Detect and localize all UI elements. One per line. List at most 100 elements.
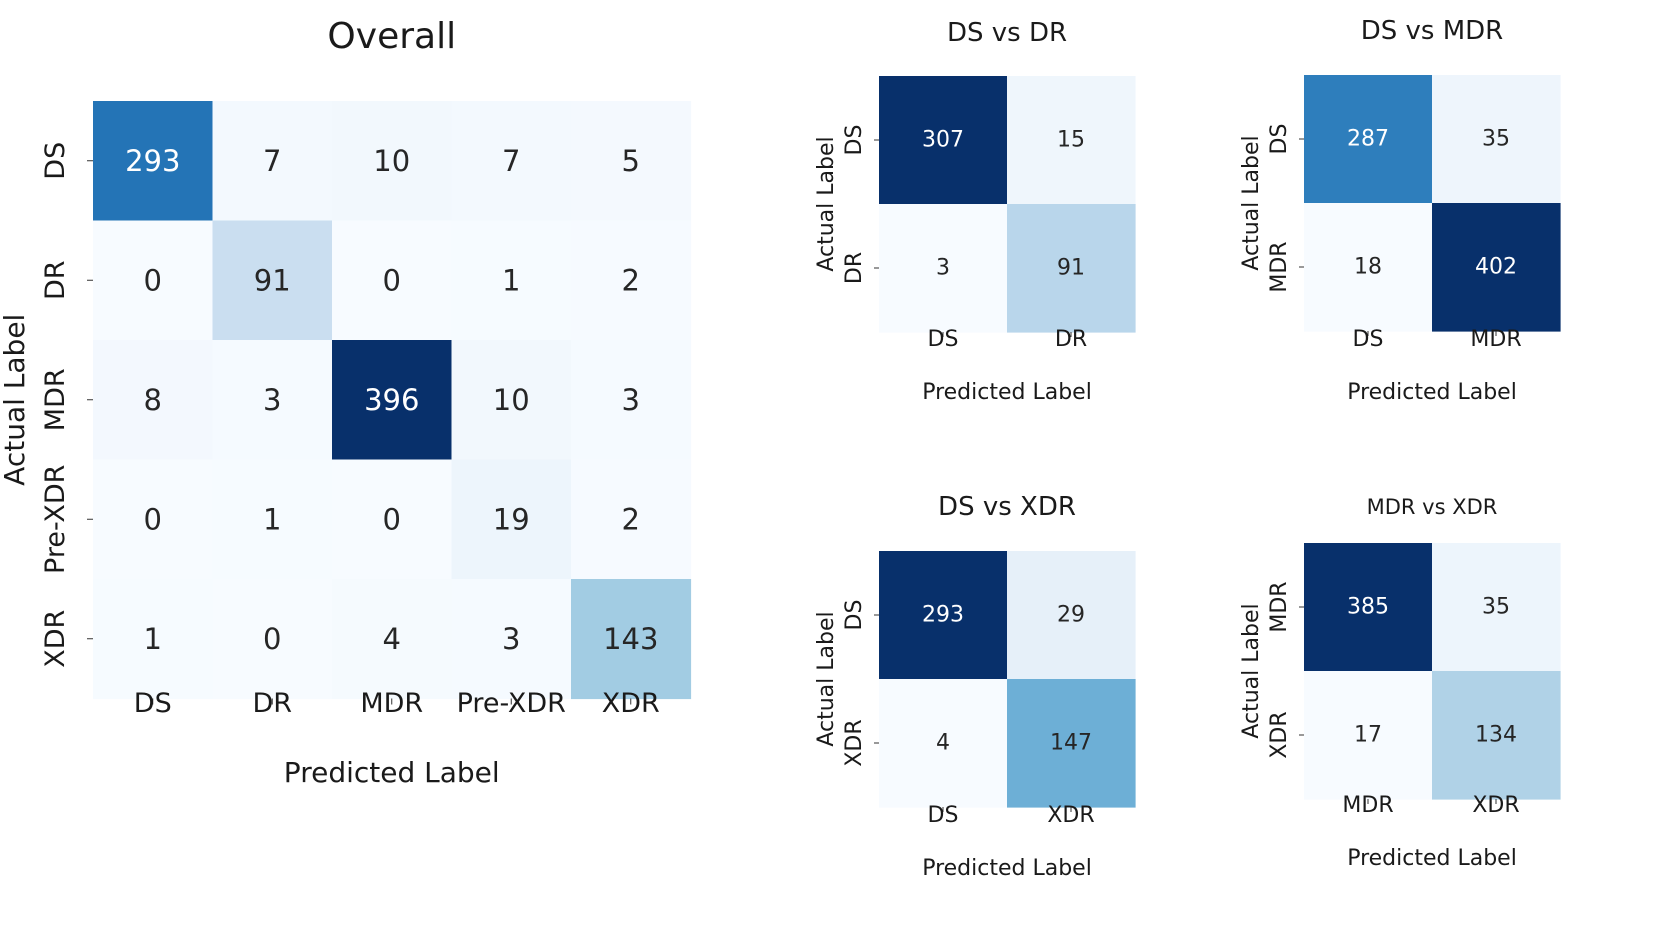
cell-value: 5 <box>622 144 640 178</box>
heatmap-cell <box>332 340 453 461</box>
heatmap-cell <box>571 101 692 222</box>
heatmap-ds-vs-xdr: DS vs XDR 293 29 4 147 DS XDR DS XDR Predicted La… <box>814 492 1136 881</box>
heatmap-cell <box>451 459 572 580</box>
x-tick-mdr: MDR <box>360 688 423 719</box>
y-tick-ds: DS <box>1267 124 1292 155</box>
y-tick-mdr: MDR <box>1267 581 1292 632</box>
heatmap-cell <box>212 340 333 461</box>
y-axis-label: Actual Label <box>1239 135 1264 270</box>
cell-value: 396 <box>364 383 419 417</box>
x-tick-ds: DS <box>928 327 959 352</box>
x-tick-dr: DR <box>252 688 292 719</box>
heatmap-cell <box>332 459 453 580</box>
cell-value: 10 <box>493 383 530 417</box>
cell-value: 29 <box>1057 603 1085 628</box>
cell-value: 91 <box>254 263 291 297</box>
heatmap-cell <box>571 579 692 700</box>
x-axis-label: Predicted Label <box>1347 380 1517 405</box>
cell-value: 2 <box>622 502 640 536</box>
cell-value: 8 <box>144 383 162 417</box>
heatmap-cell <box>212 101 333 222</box>
x-axis-label: Predicted Label <box>922 856 1092 881</box>
cell-value: 35 <box>1482 595 1510 620</box>
heatmap-cell <box>93 459 214 580</box>
y-tick-mdr: MDR <box>1267 241 1292 292</box>
cell-value: 91 <box>1057 256 1085 281</box>
cell-value: 4 <box>383 622 401 656</box>
cell-value: 7 <box>502 144 520 178</box>
cell-value: 143 <box>603 622 658 656</box>
heatmap-mdr-vs-xdr: MDR vs XDR 385 35 17 134 MDR XDR MDR XDR Predicte… <box>1239 495 1561 871</box>
heatmap-cell <box>1304 543 1433 672</box>
heatmap-cell <box>1432 75 1561 204</box>
x-tick-mdr: MDR <box>1470 327 1521 352</box>
chart-title: DS vs DR <box>947 18 1067 48</box>
cell-value: 0 <box>144 263 162 297</box>
heatmap-cell <box>1432 671 1561 800</box>
heatmap-cell <box>332 101 453 222</box>
heatmap-cell <box>571 459 692 580</box>
y-axis-label: Actual Label <box>814 611 839 746</box>
y-tick-xdr: XDR <box>842 719 867 766</box>
cell-value: 19 <box>493 502 530 536</box>
cell-value: 293 <box>922 603 964 628</box>
x-tick-xdr: XDR <box>1472 793 1519 818</box>
heatmap-cell <box>212 459 333 580</box>
x-axis-label: Predicted Label <box>1347 846 1517 871</box>
heatmap-cell <box>93 579 214 700</box>
y-tick-ds: DS <box>40 142 71 180</box>
heatmap-cell <box>93 220 214 341</box>
heatmap-cell <box>1007 679 1136 808</box>
cell-value: 18 <box>1354 255 1382 280</box>
x-tick-xdr: XDR <box>1047 803 1094 828</box>
x-axis-label: Predicted Label <box>284 756 500 789</box>
cell-value: 0 <box>144 502 162 536</box>
heatmap-cell <box>451 579 572 700</box>
chart-title: DS vs MDR <box>1361 16 1504 46</box>
heatmap-cell <box>1007 551 1136 680</box>
y-axis-label: Actual Label <box>1239 603 1264 738</box>
heatmap-cell <box>1007 204 1136 333</box>
cell-value: 0 <box>263 622 281 656</box>
y-tick-xdr: XDR <box>1267 711 1292 758</box>
chart-title: MDR vs XDR <box>1367 495 1498 519</box>
heatmap-cell <box>1432 203 1561 332</box>
heatmap-cell <box>451 340 572 461</box>
x-tick-pre-xdr: Pre-XDR <box>457 688 566 719</box>
cell-value: 17 <box>1354 723 1382 748</box>
cell-value: 3 <box>502 622 520 656</box>
cell-value: 10 <box>373 144 410 178</box>
heatmap-cell <box>93 101 214 222</box>
cell-value: 147 <box>1050 731 1092 756</box>
y-tick-xdr: XDR <box>40 610 71 668</box>
cell-value: 0 <box>383 502 401 536</box>
cell-value: 15 <box>1057 128 1085 153</box>
cell-value: 7 <box>263 144 281 178</box>
cell-value: 3 <box>936 256 950 281</box>
heatmap-cell <box>1007 76 1136 205</box>
cell-value: 2 <box>622 263 640 297</box>
y-tick-ds: DS <box>842 125 867 156</box>
heatmap-cell <box>332 579 453 700</box>
cell-value: 307 <box>922 128 964 153</box>
cell-value: 287 <box>1347 127 1389 152</box>
y-tick-dr: DR <box>40 260 71 300</box>
heatmap-cell <box>212 220 333 341</box>
cell-value: 3 <box>263 383 281 417</box>
heatmap-cell <box>571 220 692 341</box>
heatmap-ds-vs-dr: DS vs DR 307 15 3 91 DS DR DS DR Predicted Label A… <box>814 18 1136 405</box>
heatmap-cell <box>879 204 1008 333</box>
cell-value: 1 <box>502 263 520 297</box>
y-axis-label: Actual Label <box>0 314 31 486</box>
heatmap-cell <box>1304 671 1433 800</box>
heatmap-cell <box>879 76 1008 205</box>
heatmap-cell <box>571 340 692 461</box>
x-tick-dr: DR <box>1055 327 1087 352</box>
heatmap-cell <box>879 551 1008 680</box>
heatmap-cell <box>451 101 572 222</box>
y-tick-pre-xdr: Pre-XDR <box>40 465 71 574</box>
cell-value: 385 <box>1347 595 1389 620</box>
heatmap-cell <box>212 579 333 700</box>
y-tick-ds: DS <box>842 600 867 631</box>
